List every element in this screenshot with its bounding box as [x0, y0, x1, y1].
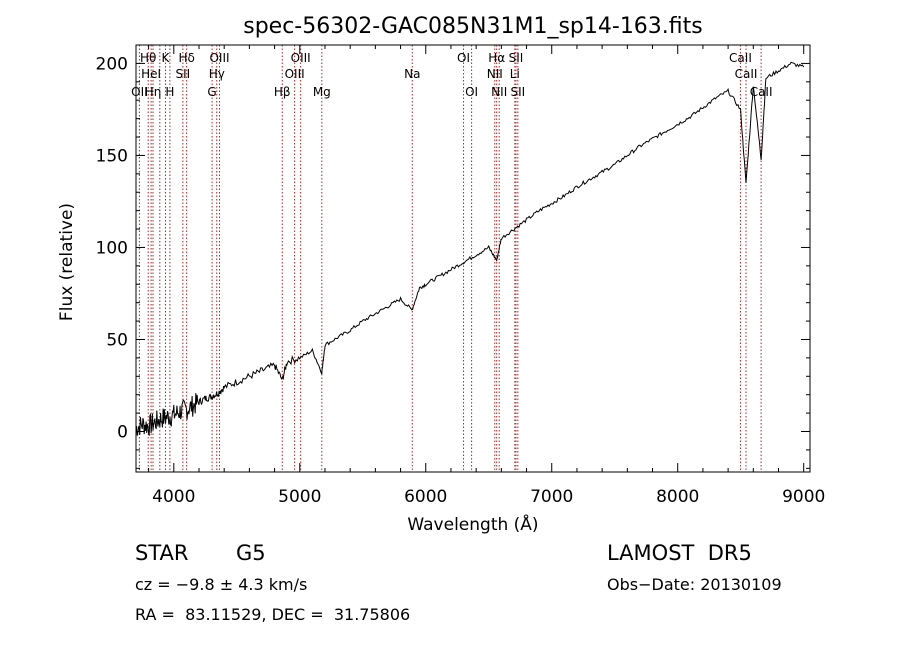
x-tick-label: 4000 — [152, 487, 195, 507]
x-axis-ticks: 4000 5000 6000 7000 8000 9000 — [148, 45, 825, 507]
line-label: HeI — [141, 67, 161, 81]
redshift-text: cz = −9.8 ± 4.3 km/s — [135, 575, 308, 594]
line-label: NII — [491, 85, 507, 99]
line-label: Hγ — [209, 67, 225, 81]
line-label: OIII — [209, 51, 229, 65]
y-tick-label: 200 — [96, 54, 128, 74]
coordinates-text: RA = 83.11529, DEC = 31.75806 — [135, 605, 411, 624]
line-label: Mg — [313, 85, 331, 99]
line-label: Hδ — [178, 51, 194, 65]
spectral-line-markers — [138, 45, 762, 472]
chart-title: spec-56302-GAC085N31M1_sp14-163.fits — [243, 14, 703, 39]
y-tick-label: 150 — [96, 146, 128, 166]
line-label: OIII — [291, 51, 311, 65]
x-tick-label: 6000 — [404, 487, 447, 507]
line-label: SII — [510, 85, 525, 99]
line-label: SII — [176, 67, 191, 81]
line-label: K — [162, 51, 171, 65]
line-label: Li — [510, 67, 520, 81]
line-label: OI — [465, 85, 478, 99]
y-axis-label: Flux (relative) — [57, 203, 77, 321]
x-tick-label: 7000 — [530, 487, 573, 507]
line-label: OII — [131, 85, 148, 99]
object-subclass: G5 — [236, 541, 266, 565]
line-label: CaII — [729, 51, 752, 65]
x-tick-label: 9000 — [782, 487, 825, 507]
x-tick-label: 5000 — [278, 487, 321, 507]
x-axis-label: Wavelength (Å) — [407, 513, 538, 535]
line-label: NII — [487, 67, 503, 81]
x-tick-label: 8000 — [656, 487, 699, 507]
line-label: Hα — [488, 51, 505, 65]
line-label: Hη — [145, 85, 162, 99]
y-tick-label: 100 — [96, 238, 128, 258]
line-label: Na — [404, 67, 420, 81]
line-label: H — [165, 85, 174, 99]
plot-frame — [135, 44, 811, 473]
line-label: G — [207, 85, 216, 99]
spectrum-line — [135, 61, 805, 436]
spectrum-series — [135, 61, 805, 436]
line-label: CaII — [735, 67, 758, 81]
y-axis-ticks: 0 50 100 150 200 — [96, 54, 810, 469]
line-label: OI — [457, 51, 470, 65]
object-class: STAR — [135, 541, 189, 565]
line-label: OIII — [285, 67, 305, 81]
obs-date-text: Obs−Date: 20130109 — [607, 575, 782, 594]
line-label: SII — [509, 51, 524, 65]
line-label: Hθ — [140, 51, 156, 65]
line-label: Hβ — [274, 85, 291, 99]
y-tick-label: 0 — [117, 423, 128, 443]
line-label: CaII — [750, 85, 773, 99]
y-tick-label: 50 — [106, 330, 128, 350]
survey-label: LAMOST DR5 — [607, 541, 752, 565]
spectral-line-labels: OIIHθHeIHηKHSIIHδGHγOIIIHβOIIIOIIIMgNaOI… — [131, 51, 772, 99]
